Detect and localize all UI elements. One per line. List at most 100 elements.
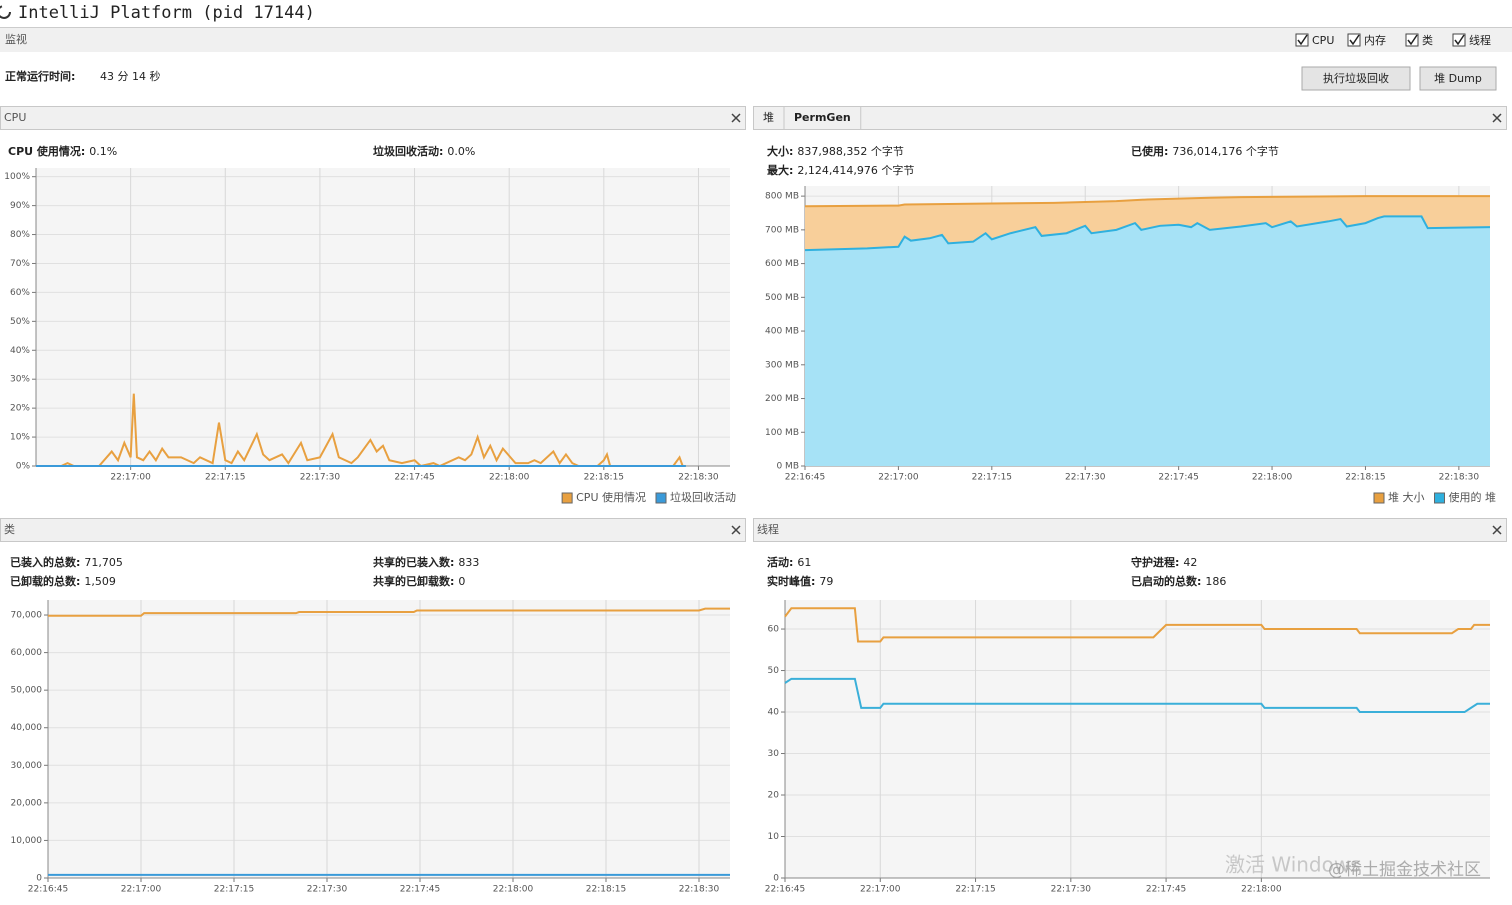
close-icon[interactable] [731,113,741,123]
x-tick-label: 22:18:00 [493,885,534,895]
stat-value: 61 [797,556,811,569]
x-tick-label: 22:17:00 [121,885,162,895]
check-mark [1297,34,1308,46]
legend-label: 使用的 堆 [1449,490,1497,504]
x-tick-label: 22:17:30 [1051,885,1092,895]
stat: 已启动的总数: 186 [1131,574,1226,588]
y-tick-label: 600 MB [765,259,799,269]
x-tick-label: 22:18:30 [679,885,720,895]
watermark: @稀土掘金技术社区 [1328,860,1481,880]
x-tick-label: 22:18:30 [678,473,719,483]
y-tick-label: 400 MB [765,327,799,337]
checkbox-label[interactable]: CPU [1312,34,1334,47]
stat: 共享的已卸载数: 0 [373,574,465,588]
y-tick-label: 10% [10,433,30,443]
x-tick-label: 22:17:45 [400,885,440,895]
panel-header [753,106,1507,130]
panel-tab[interactable]: PermGen [794,111,851,124]
checkbox-label[interactable]: 线程 [1469,33,1491,47]
y-tick-label: 30 [768,749,780,759]
stat-label: 大小: [767,144,793,158]
checkbox-label[interactable]: 内存 [1364,33,1386,47]
y-tick-label: 30% [10,375,30,385]
y-tick-label: 100 MB [765,428,799,438]
legend-label: 垃圾回收活动 [670,490,736,504]
y-tick-label: 40% [10,346,30,356]
legend-label: CPU 使用情况 [576,491,646,504]
series-line [784,607,1490,643]
x-tick-label: 22:17:00 [110,473,151,483]
checkbox-label[interactable]: 类 [1422,33,1433,47]
tab-bar [0,28,1512,52]
x-tick-label: 22:17:45 [394,473,434,483]
y-tick-label: 700 MB [765,225,799,235]
stat-label: 垃圾回收活动: [373,144,443,158]
y-tick-label: 800 MB [765,192,799,202]
legend-swatch [655,492,667,504]
y-tick-label: 0 [36,874,42,884]
legend-swatch [561,492,573,504]
series-line [36,393,686,468]
stat-label: 已启动的总数: [1131,574,1201,588]
x-tick-label: 22:16:45 [785,473,825,483]
x-tick-label: 22:17:30 [1065,473,1106,483]
stat: 活动: 61 [767,555,811,569]
y-tick-label: 90% [10,201,30,211]
close-icon[interactable] [1492,113,1502,123]
stat-label: 最大: [767,163,793,177]
y-tick-label: 10 [768,832,780,842]
y-tick-label: 50 [768,666,780,676]
y-tick-label: 0 MB [776,462,799,472]
uptime-label: 正常运行时间: [5,69,75,83]
stat: 守护进程: 42 [1131,555,1197,569]
panel-title: 类 [4,522,15,536]
stat-value: 42 [1183,556,1197,569]
stat: CPU 使用情况: 0.1% [8,144,117,158]
y-tick-label: 60,000 [11,648,43,658]
panel-title: 线程 [757,522,779,536]
x-tick-label: 22:18:15 [584,473,624,483]
y-tick-label: 60 [768,625,780,635]
button[interactable] [1419,66,1497,91]
panel-header [0,518,746,542]
y-tick-label: 40 [768,708,780,718]
stat: 已使用: 736,014,176 个字节 [1131,144,1279,158]
button-label[interactable]: 堆 Dump [1434,72,1482,85]
stat: 最大: 2,124,414,976 个字节 [767,163,914,177]
x-tick-label: 22:17:30 [300,473,341,483]
tab[interactable]: 监视 [5,32,27,46]
stat-label: 守护进程: [1131,555,1179,569]
stat: 垃圾回收活动: 0.0% [373,144,475,158]
stat-label: 已装入的总数: [10,555,80,569]
close-icon[interactable] [1492,525,1502,535]
x-tick-label: 22:17:00 [860,885,901,895]
y-tick-label: 50% [10,317,30,327]
series-line [804,195,1490,208]
area [805,216,1490,466]
series-line [48,607,730,617]
x-tick-label: 22:18:15 [586,885,626,895]
y-tick-label: 70% [10,259,30,269]
panel-header [0,106,746,130]
y-tick-label: 30,000 [11,761,43,771]
x-tick-label: 22:16:45 [28,885,68,895]
check-mark [1349,34,1360,46]
y-tick-label: 60% [10,288,30,298]
spinner [0,5,11,19]
y-tick-label: 20,000 [11,798,43,808]
x-tick-label: 22:17:15 [972,473,1012,483]
stat-value: 0.0% [447,145,475,158]
close-icon[interactable] [731,525,741,535]
stat-label: 已卸载的总数: [10,574,80,588]
plot-area [48,600,730,878]
panel-tab[interactable]: 堆 [763,111,774,124]
x-tick-label: 22:17:15 [214,885,254,895]
stat-value: 1,509 [84,575,116,588]
y-tick-label: 80% [10,230,30,240]
button[interactable] [1301,66,1411,91]
window-title: IntelliJ Platform (pid 17144) [18,3,315,23]
stat: 已卸载的总数: 1,509 [10,574,116,588]
button-label[interactable]: 执行垃圾回收 [1323,71,1389,85]
y-tick-label: 300 MB [765,360,799,370]
